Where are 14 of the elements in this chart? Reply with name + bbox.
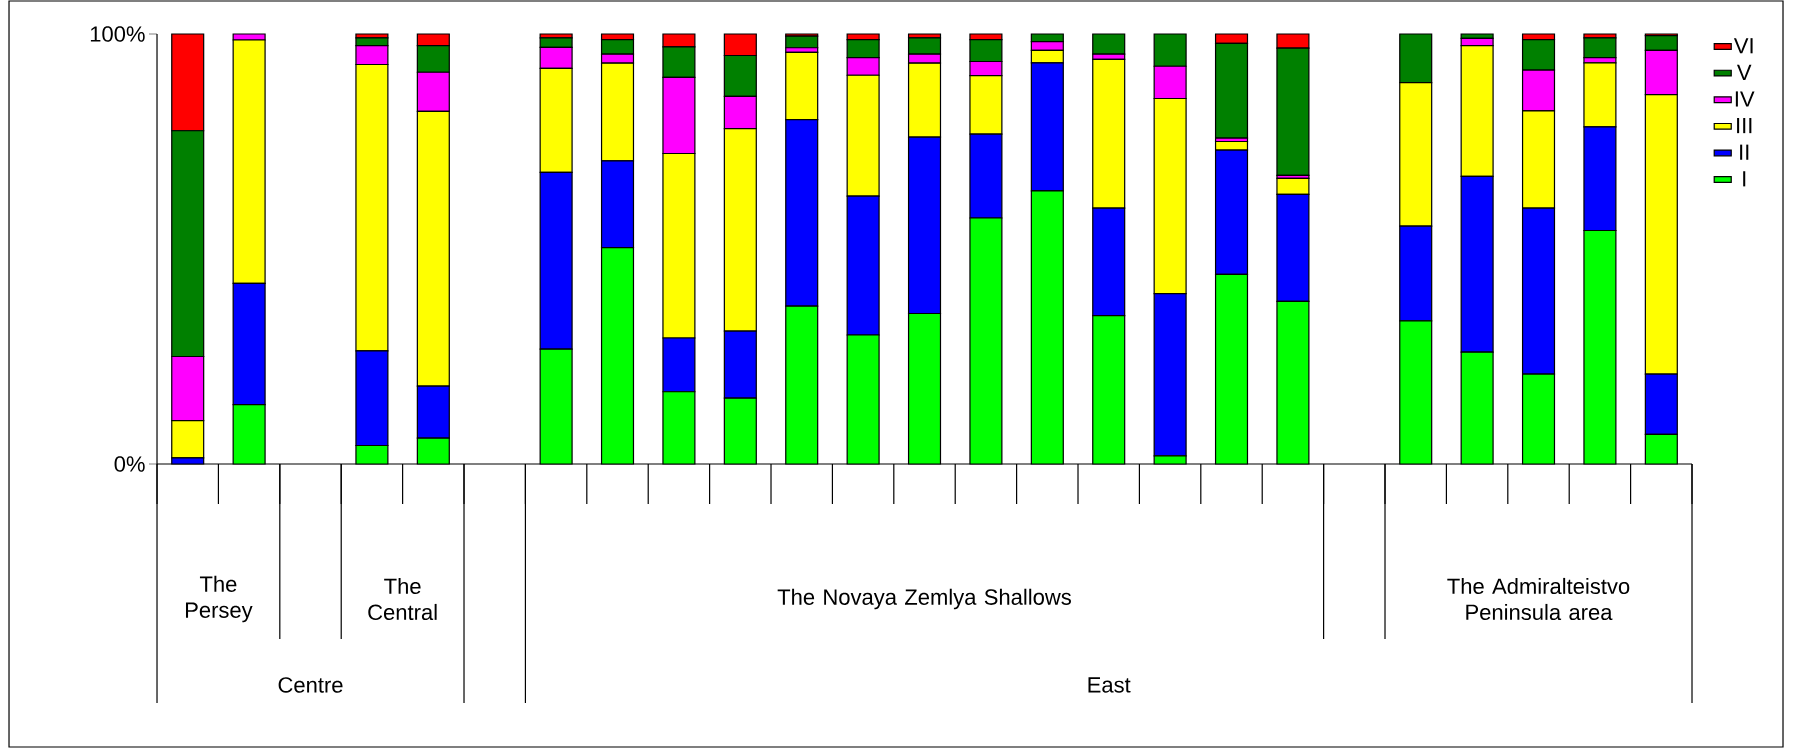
y-tick-label: 100% [90, 26, 145, 42]
text: East [1088, 677, 1131, 693]
legend-label: VI [1733, 38, 1753, 54]
legend-label: V [1736, 64, 1752, 80]
text: Centre [278, 677, 343, 693]
text: The Admiralteistvo Peninsula area [1447, 577, 1630, 621]
legend-label: IV [1735, 91, 1755, 107]
y-tick-label: 0% [114, 456, 145, 472]
legend-label: II [1740, 144, 1749, 160]
text: The Central [368, 577, 437, 621]
text: The Persey [185, 575, 253, 623]
text: The Novaya Zemlya Shallows [777, 588, 1071, 610]
legend-label: III [1737, 118, 1752, 134]
legend-label: I [1743, 171, 1746, 187]
